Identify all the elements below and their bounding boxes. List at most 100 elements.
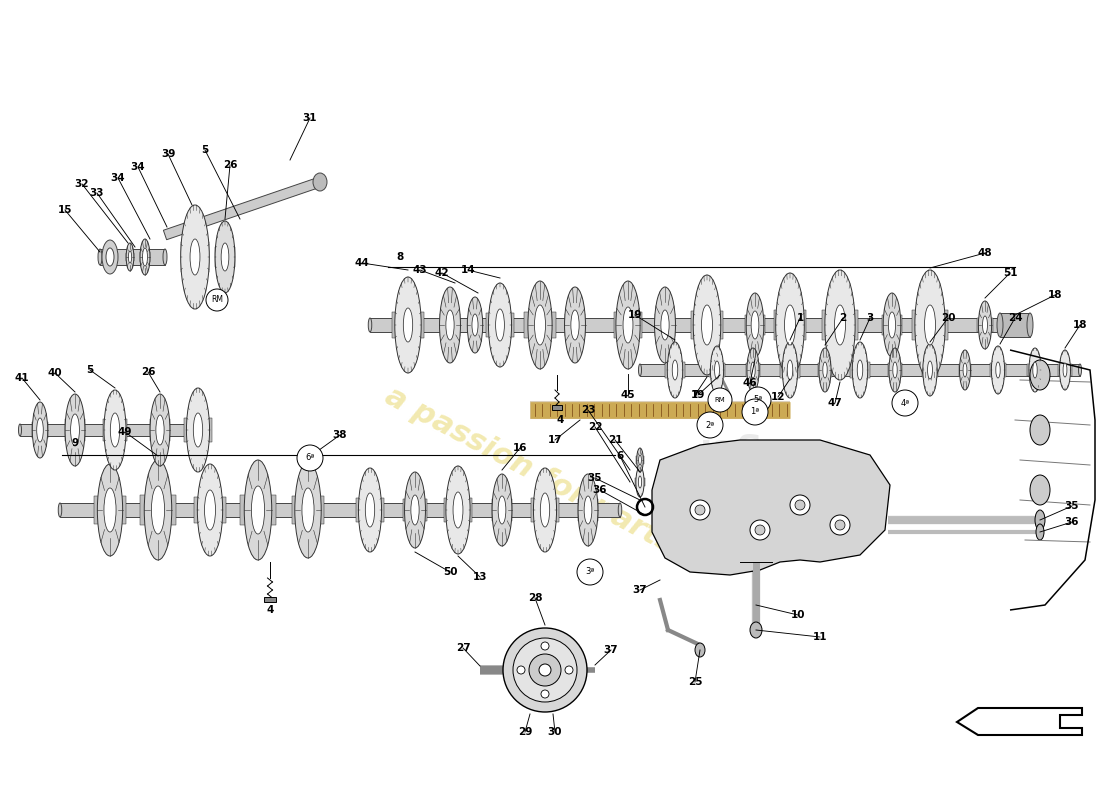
Ellipse shape	[180, 205, 209, 309]
Ellipse shape	[468, 297, 483, 353]
Text: 15: 15	[57, 205, 73, 215]
Polygon shape	[1058, 364, 1072, 376]
Ellipse shape	[915, 270, 945, 380]
Text: e: e	[751, 433, 776, 467]
FancyArrow shape	[164, 178, 321, 240]
Text: 36: 36	[593, 485, 607, 495]
Bar	[60, 503, 620, 517]
Polygon shape	[1027, 364, 1043, 376]
Circle shape	[517, 666, 525, 674]
Text: 29: 29	[518, 727, 532, 737]
Text: 30: 30	[548, 727, 562, 737]
Ellipse shape	[488, 283, 512, 367]
Text: 33: 33	[90, 188, 104, 198]
Ellipse shape	[668, 342, 683, 398]
Ellipse shape	[564, 287, 585, 363]
Circle shape	[695, 505, 705, 515]
Polygon shape	[912, 310, 948, 341]
Text: 5ª: 5ª	[754, 395, 762, 405]
Circle shape	[513, 638, 578, 702]
Text: 45: 45	[620, 390, 636, 400]
Text: 34: 34	[111, 173, 125, 183]
Circle shape	[708, 388, 732, 412]
Text: 1995: 1995	[762, 461, 801, 475]
Ellipse shape	[65, 394, 85, 466]
Ellipse shape	[440, 287, 461, 363]
Text: 43: 43	[412, 265, 427, 275]
Ellipse shape	[782, 342, 797, 398]
Text: 46: 46	[742, 378, 757, 388]
Ellipse shape	[194, 413, 202, 447]
Circle shape	[578, 559, 603, 585]
Text: 51: 51	[1003, 268, 1018, 278]
Ellipse shape	[301, 488, 315, 532]
Text: 24: 24	[1008, 313, 1022, 323]
Text: 48: 48	[978, 248, 992, 258]
Polygon shape	[103, 419, 127, 442]
Ellipse shape	[70, 414, 79, 446]
Ellipse shape	[623, 307, 632, 343]
Polygon shape	[654, 314, 675, 336]
Ellipse shape	[636, 467, 645, 497]
Ellipse shape	[359, 468, 382, 552]
Text: 50: 50	[442, 567, 458, 577]
Ellipse shape	[776, 273, 804, 377]
Text: 4ª: 4ª	[901, 398, 910, 407]
Polygon shape	[444, 498, 472, 522]
Polygon shape	[710, 363, 725, 377]
Ellipse shape	[1063, 363, 1067, 377]
Text: 32: 32	[75, 179, 89, 189]
Ellipse shape	[156, 415, 164, 445]
Polygon shape	[888, 363, 902, 377]
Polygon shape	[977, 318, 993, 332]
Polygon shape	[194, 497, 226, 523]
Circle shape	[745, 387, 771, 413]
Text: 2: 2	[839, 313, 847, 323]
Ellipse shape	[584, 496, 592, 524]
Polygon shape	[635, 478, 645, 486]
Polygon shape	[850, 362, 870, 378]
Ellipse shape	[110, 413, 120, 447]
Ellipse shape	[314, 173, 327, 191]
Text: 47: 47	[827, 398, 843, 408]
Ellipse shape	[535, 305, 546, 345]
Text: 37: 37	[632, 585, 647, 595]
Text: RM: RM	[211, 295, 223, 305]
Text: 26: 26	[141, 367, 155, 377]
Text: 20: 20	[940, 313, 955, 323]
Text: 19: 19	[691, 390, 705, 400]
Ellipse shape	[788, 360, 793, 380]
Ellipse shape	[1030, 360, 1050, 390]
Ellipse shape	[654, 287, 675, 363]
Polygon shape	[214, 247, 235, 267]
Ellipse shape	[197, 464, 222, 556]
Ellipse shape	[209, 424, 211, 436]
Ellipse shape	[616, 281, 640, 369]
Text: a passion for parts: a passion for parts	[381, 381, 680, 559]
Ellipse shape	[534, 468, 557, 552]
Ellipse shape	[889, 348, 901, 392]
Circle shape	[539, 664, 551, 676]
Text: 41: 41	[14, 373, 30, 383]
Polygon shape	[403, 498, 427, 522]
Text: 6: 6	[616, 451, 624, 461]
Ellipse shape	[823, 362, 827, 378]
Ellipse shape	[927, 361, 933, 379]
Text: 16: 16	[513, 443, 527, 453]
Text: 34: 34	[131, 162, 145, 172]
Text: 19: 19	[628, 310, 642, 320]
Polygon shape	[774, 310, 806, 339]
Polygon shape	[524, 312, 556, 338]
Polygon shape	[565, 314, 585, 336]
Text: 3: 3	[867, 313, 873, 323]
Bar	[640, 364, 1080, 376]
Text: 27: 27	[455, 643, 471, 653]
Ellipse shape	[661, 310, 669, 340]
Polygon shape	[614, 312, 642, 338]
Ellipse shape	[446, 310, 454, 340]
Text: 4: 4	[557, 415, 563, 425]
Ellipse shape	[104, 390, 126, 470]
Ellipse shape	[996, 362, 1000, 378]
Text: 35: 35	[1065, 501, 1079, 511]
Polygon shape	[746, 363, 760, 377]
